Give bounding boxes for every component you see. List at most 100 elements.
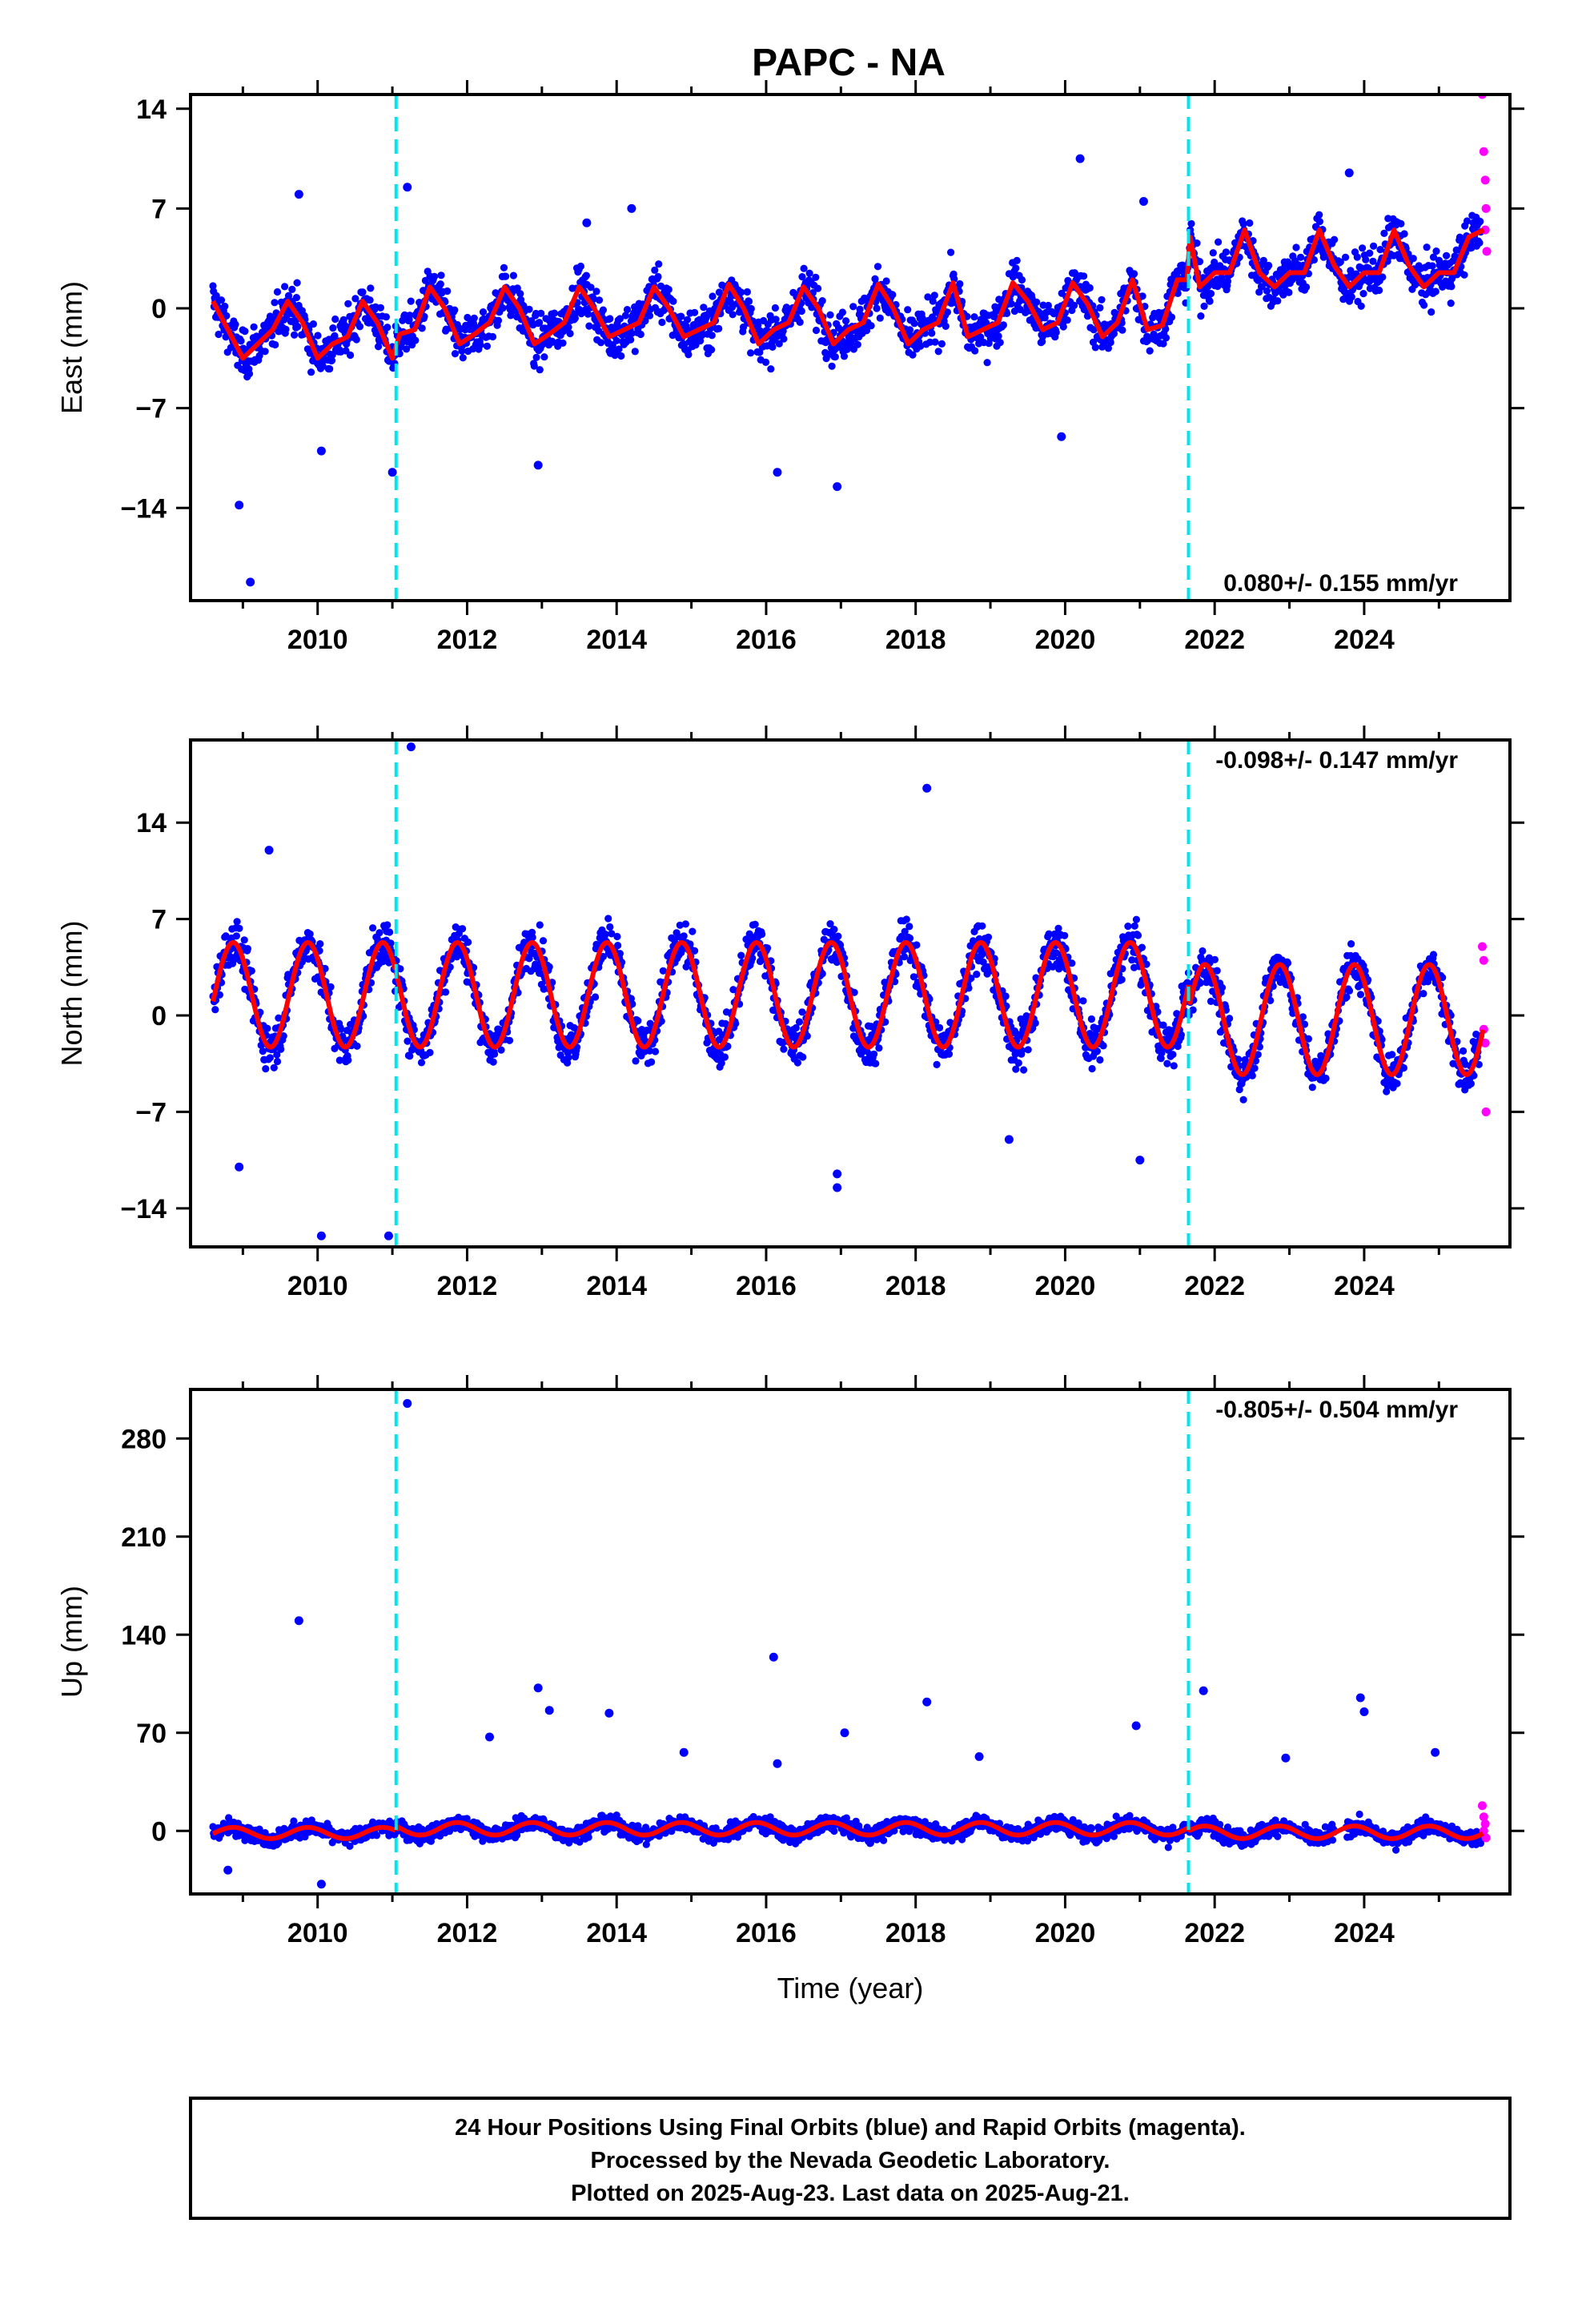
data-point [1397, 219, 1405, 227]
data-point [904, 306, 912, 314]
x-tick-label: 2012 [437, 1271, 498, 1301]
y-tick-label: 14 [136, 808, 167, 838]
data-point [631, 348, 639, 356]
data-point [934, 348, 942, 356]
data-point [1086, 1030, 1094, 1038]
data-point [1002, 992, 1010, 1000]
data-point [677, 312, 685, 320]
data-point [979, 958, 987, 966]
outlier-point [1004, 1135, 1014, 1144]
data-point [983, 359, 991, 367]
data-point [491, 1050, 499, 1058]
data-point [680, 932, 688, 940]
data-point [747, 304, 755, 313]
data-point [1213, 967, 1221, 975]
data-point [917, 342, 925, 350]
data-point [775, 340, 783, 348]
data-point [489, 1058, 497, 1066]
data-point [1331, 235, 1339, 243]
chart-title: PAPC - NA [752, 42, 946, 84]
data-point [1014, 1059, 1022, 1067]
data-point [780, 1045, 788, 1053]
data-point [1080, 272, 1088, 280]
data-point [936, 1023, 944, 1031]
data-point [1370, 242, 1378, 250]
data-point [215, 991, 223, 999]
data-point [769, 343, 777, 351]
data-point [636, 330, 644, 339]
data-point [648, 1058, 656, 1066]
data-point [209, 282, 217, 290]
data-point [820, 935, 828, 943]
data-point [451, 350, 460, 358]
outlier-point [833, 482, 842, 492]
data-point [1033, 298, 1041, 306]
data-point [945, 1050, 954, 1058]
data-point [691, 947, 699, 955]
y-tick-label: 7 [151, 905, 167, 935]
data-point [994, 332, 1002, 340]
outlier-point [235, 501, 244, 510]
data-point [1419, 990, 1427, 998]
data-point [764, 944, 772, 952]
data-point [1388, 1051, 1396, 1059]
data-point [849, 303, 857, 311]
data-point [651, 1047, 660, 1055]
data-point [396, 965, 404, 973]
data-point [418, 324, 426, 332]
data-point [571, 314, 580, 322]
data-point [608, 930, 616, 938]
data-point [1235, 1085, 1243, 1094]
data-point [1007, 300, 1015, 308]
data-point [281, 283, 289, 291]
data-point [536, 366, 544, 374]
data-point [282, 325, 290, 333]
data-point [369, 924, 377, 932]
data-point [1254, 1051, 1262, 1059]
data-point [1297, 253, 1305, 261]
data-point [232, 932, 240, 940]
data-point [1463, 217, 1472, 225]
data-point [1163, 1059, 1171, 1068]
data-point [1226, 1015, 1234, 1023]
data-point [215, 330, 223, 339]
x-tick-label: 2018 [885, 1271, 946, 1301]
outlier-point [1138, 197, 1148, 207]
data-point [288, 285, 296, 293]
data-point [1431, 287, 1439, 296]
outlier-point [403, 183, 412, 192]
data-point [559, 339, 567, 347]
data-point [359, 288, 367, 296]
rapid-orbit-point [1481, 203, 1491, 213]
data-point [623, 306, 632, 314]
data-point [406, 312, 414, 320]
data-point [1158, 1049, 1166, 1057]
data-point [818, 297, 826, 305]
data-point [404, 1037, 412, 1045]
outlier-point [1075, 154, 1085, 163]
data-point [793, 1059, 802, 1067]
data-point [803, 1032, 811, 1040]
data-point [444, 287, 452, 296]
data-point [1124, 923, 1132, 931]
data-point [1274, 297, 1282, 305]
data-point [669, 297, 677, 305]
final-orbit-points [209, 915, 1484, 1104]
data-point [910, 320, 918, 328]
x-tick-label: 2014 [586, 625, 647, 655]
data-point [977, 333, 985, 341]
data-point [1315, 211, 1323, 219]
data-point [970, 313, 978, 321]
data-point [1357, 302, 1365, 310]
data-point [1359, 290, 1367, 298]
data-point [812, 273, 820, 281]
data-point [294, 323, 302, 331]
data-point [902, 915, 910, 923]
data-point [617, 352, 625, 360]
data-point [1369, 257, 1377, 265]
axes-frame [189, 93, 1512, 602]
data-point [737, 951, 745, 959]
data-point [271, 299, 279, 307]
data-point [1207, 997, 1215, 1005]
x-tick-label: 2010 [287, 1271, 348, 1301]
